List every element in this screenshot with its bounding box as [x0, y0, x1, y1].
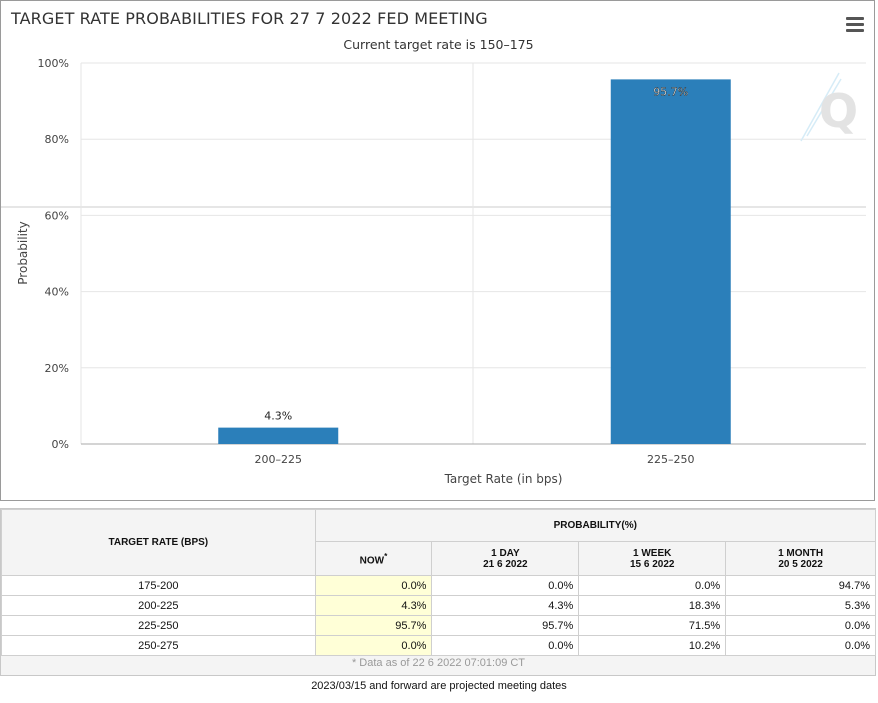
1week-value-cell: 18.3% [578, 595, 727, 616]
col-1day-date: 21 6 2022 [483, 558, 528, 570]
chart-title: TARGET RATE PROBABILITIES FOR 27 7 2022 … [11, 9, 488, 28]
q-logo-watermark: Q [800, 72, 858, 142]
table-row: 200-225 4.3% 4.3% 18.3% 5.3% [1, 595, 876, 616]
data-label: 95.7% [653, 85, 688, 98]
col-1month-date: 20 5 2022 [778, 558, 823, 570]
data-label: 4.3% [264, 410, 292, 423]
x-tick-label: 200–225 [255, 453, 303, 466]
data-as-of-footnote: * Data as of 22 6 2022 07:01:09 CT [351, 657, 526, 669]
now-value-cell: 95.7% [314, 615, 433, 636]
col-1week-date: 15 6 2022 [629, 558, 675, 570]
x-tick-label: 225–250 [647, 453, 695, 466]
now-value-cell: 4.3% [314, 595, 433, 616]
1month-value-cell: 0.0% [725, 615, 876, 636]
col-now-mark: * [384, 550, 388, 561]
probability-table-panel: TARGET RATE (BPS) PROBABILITY(%) NOW* 1 … [0, 508, 877, 676]
y-tick-label: 0% [52, 438, 69, 451]
target-rate-header: TARGET RATE (BPS) [1, 509, 316, 576]
table-row: 250-275 0.0% 0.0% 10.2% 0.0% [1, 635, 876, 656]
1day-value-cell: 95.7% [431, 615, 580, 636]
table-row: 175-200 0.0% 0.0% 0.0% 94.7% [1, 575, 876, 596]
y-axis-title: Probability [16, 221, 30, 284]
projected-dates-note: 2023/03/15 and forward are projected mee… [311, 680, 567, 692]
hamburger-menu-icon[interactable] [846, 17, 864, 33]
col-1day-header: 1 DAY 21 6 2022 [431, 541, 580, 576]
bar [610, 79, 731, 445]
probability-table: TARGET RATE (BPS) PROBABILITY(%) NOW* 1 … [1, 509, 877, 656]
col-1month-label: 1 MONTH [778, 547, 824, 559]
col-1week-header: 1 WEEK 15 6 2022 [578, 541, 727, 576]
rate-cell: 200-225 [1, 595, 316, 616]
1day-value-cell: 4.3% [431, 595, 580, 616]
svg-text:Q: Q [819, 84, 858, 138]
rate-cell: 250-275 [1, 635, 316, 656]
y-tick-label: 40% [45, 286, 69, 299]
col-now-header: NOW* [314, 541, 433, 576]
y-tick-label: 60% [45, 209, 69, 222]
bar [218, 427, 339, 444]
1week-value-cell: 71.5% [578, 615, 727, 636]
y-tick-label: 80% [45, 133, 69, 146]
1month-value-cell: 5.3% [725, 595, 876, 616]
table-row: 225-250 95.7% 95.7% 71.5% 0.0% [1, 615, 876, 636]
col-1day-label: 1 DAY [491, 547, 520, 559]
bar-chart: Q 0% 20% 40% 60% 80% 100% 200–225 4.3% 225–250 95… [1, 57, 866, 486]
probability-group-header: PROBABILITY(%) [314, 509, 877, 542]
col-1month-header: 1 MONTH 20 5 2022 [725, 541, 876, 576]
1month-value-cell: 0.0% [725, 635, 876, 656]
col-1week-label: 1 WEEK [633, 547, 672, 559]
1week-value-cell: 10.2% [578, 635, 727, 656]
y-tick-label: 100% [38, 57, 69, 70]
chart-panel: Q 0% 20% 40% 60% 80% 100% 200–225 4.3% 225–250 95… [0, 0, 875, 501]
1month-value-cell: 94.7% [725, 575, 876, 596]
now-value-cell: 0.0% [314, 635, 433, 656]
col-now-label: NOW [359, 555, 385, 567]
y-tick-label: 20% [45, 362, 69, 375]
rate-cell: 175-200 [1, 575, 316, 596]
x-axis-title: Target Rate (in bps) [444, 472, 563, 486]
rate-cell: 225-250 [1, 615, 316, 636]
chart-subtitle: Current target rate is 150–175 [343, 37, 534, 52]
1week-value-cell: 0.0% [578, 575, 727, 596]
1day-value-cell: 0.0% [431, 575, 580, 596]
now-value-cell: 0.0% [314, 575, 433, 596]
1day-value-cell: 0.0% [431, 635, 580, 656]
